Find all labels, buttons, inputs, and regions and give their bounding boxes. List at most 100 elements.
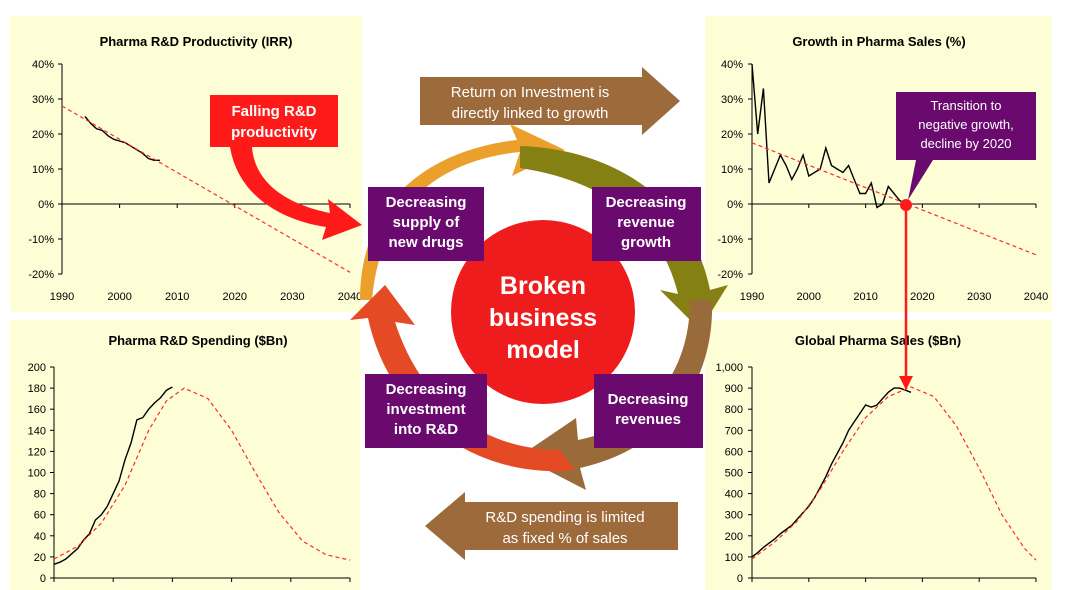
chart-sales-growth: Growth in Pharma Sales (%) 40% 30% 20% 10% 0… (705, 16, 1052, 312)
center-text-line1: Broken (500, 272, 586, 300)
box-decreasing-revenues-line1: Decreasing (608, 391, 689, 408)
y-tick-label: 80 (34, 489, 46, 501)
y-tick-label: 100 (28, 468, 46, 480)
y-tick-label: 30% (32, 94, 54, 106)
chart-global-sales-background (705, 320, 1052, 590)
y-tick-label: 30% (721, 94, 743, 106)
falling-productivity-arrow (230, 147, 362, 240)
box-decreasing-investment-line1: Decreasing (386, 381, 467, 398)
transition-connector-arrowhead (899, 376, 913, 390)
box-decreasing-investment: Decreasing investment into R&D (365, 374, 487, 448)
x-tick-label: 2040 (338, 291, 362, 303)
y-tick-label: 500 (725, 468, 743, 480)
y-tick-label: 40 (34, 531, 46, 543)
cycle-segment-revenue-growth (520, 146, 728, 330)
x-tick-label: 2000 (797, 291, 821, 303)
box-decreasing-supply: Decreasing supply of new drugs (368, 187, 484, 261)
y-tick-label: 400 (725, 489, 743, 501)
y-tick-label: 20% (721, 129, 743, 141)
y-tick-label: 700 (725, 425, 743, 437)
falling-productivity-callout: Falling R&D productivity (210, 95, 362, 240)
x-tick-label: 2020 (910, 291, 934, 303)
center-circle (451, 220, 635, 404)
rd-limit-arrow-line2: as fixed % of sales (502, 530, 627, 547)
rd-limit-arrow: R&D spending is limited as fixed % of sa… (425, 492, 678, 560)
box-decreasing-investment-line3: into R&D (394, 421, 458, 438)
y-tick-label: 160 (28, 404, 46, 416)
center-text-line3: model (506, 336, 580, 364)
y-tick-label: 1,000 (715, 362, 743, 374)
trend-line (53, 387, 351, 561)
y-tick-label: 180 (28, 383, 46, 395)
chart-sales-growth-background (705, 16, 1052, 312)
box-decreasing-supply-bg (368, 187, 484, 261)
y-tick-label: 60 (34, 510, 46, 522)
falling-productivity-box (210, 95, 338, 147)
y-tick-label: 200 (28, 362, 46, 374)
y-tick-label: 800 (725, 404, 743, 416)
transition-connector (899, 199, 913, 390)
roi-arrow: Return on Investment is directly linked … (420, 67, 680, 135)
trend-line (751, 142, 1037, 256)
trend-line (751, 386, 1037, 561)
y-tick-label: 200 (725, 531, 743, 543)
cycle-segment-revenues (520, 300, 713, 490)
chart-rd-spending: Pharma R&D Spending ($Bn) 20018016014012… (10, 320, 360, 590)
y-tick-label: 600 (725, 446, 743, 458)
y-tick-label: -10% (28, 234, 54, 246)
chart-rd-spending-background (10, 320, 360, 590)
transition-callout: Transition to negative growth, decline b… (896, 92, 1036, 200)
y-tick-label: 300 (725, 510, 743, 522)
transition-callout-line1: Transition to (930, 98, 1001, 113)
data-series-line (751, 387, 912, 558)
x-tick-label: 2030 (967, 291, 991, 303)
box-decreasing-revenue-growth-line3: growth (621, 234, 671, 251)
y-tick-label: 0 (40, 573, 46, 585)
box-decreasing-supply-line1: Decreasing (386, 194, 467, 211)
transition-callout-bubble (896, 92, 1036, 200)
y-tick-label: 900 (725, 383, 743, 395)
x-tick-label: 2010 (165, 291, 189, 303)
box-decreasing-revenue-growth-line2: revenue (617, 214, 675, 231)
y-tick-label: 40% (32, 59, 54, 71)
falling-productivity-line2: productivity (231, 124, 317, 141)
chart-global-sales: Global Pharma Sales ($Bn) 1,000 900 800 700… (705, 320, 1052, 590)
y-tick-label: 120 (28, 446, 46, 458)
roi-arrow-line2: directly linked to growth (452, 105, 609, 122)
y-tick-label: 10% (721, 164, 743, 176)
falling-productivity-line1: Falling R&D (232, 103, 317, 120)
y-tick-label: -10% (717, 234, 743, 246)
box-decreasing-investment-line2: investment (386, 401, 465, 418)
rd-limit-arrow-shape (425, 492, 678, 560)
chart-rd-productivity-background (10, 16, 362, 312)
rd-limit-arrow-line1: R&D spending is limited (485, 509, 644, 526)
chart-sales-growth-title: Growth in Pharma Sales (%) (792, 34, 965, 49)
data-series-line (53, 386, 173, 565)
y-tick-label: 140 (28, 425, 46, 437)
box-decreasing-supply-line2: supply of (393, 214, 461, 231)
y-tick-label: 40% (721, 59, 743, 71)
roi-arrow-shape (420, 67, 680, 135)
y-tick-label: 0% (727, 199, 743, 211)
transition-callout-line2: negative growth, (918, 117, 1013, 132)
x-tick-label: 2040 (1024, 291, 1048, 303)
transition-callout-line3: decline by 2020 (920, 136, 1011, 151)
chart-rd-spending-title: Pharma R&D Spending ($Bn) (108, 333, 287, 348)
box-decreasing-revenues-line2: revenues (615, 411, 681, 428)
box-decreasing-revenue-growth: Decreasing revenue growth (592, 187, 701, 261)
chart-rd-productivity: Pharma R&D Productivity (IRR) 40% 30% 20% 1… (10, 16, 362, 312)
y-tick-label: 100 (725, 552, 743, 564)
y-tick-label: 0 (737, 573, 743, 585)
cycle-diagram: Broken business model (350, 124, 728, 490)
x-tick-label: 2000 (107, 291, 131, 303)
box-decreasing-revenues-bg (594, 374, 703, 448)
y-tick-label: 20 (34, 552, 46, 564)
data-series-line (84, 116, 160, 161)
x-tick-label: 1990 (50, 291, 74, 303)
box-decreasing-investment-bg (365, 374, 487, 448)
box-decreasing-supply-line3: new drugs (388, 234, 463, 251)
box-decreasing-revenues: Decreasing revenues (594, 374, 703, 448)
chart-rd-productivity-title: Pharma R&D Productivity (IRR) (100, 34, 293, 49)
roi-arrow-line1: Return on Investment is (451, 84, 609, 101)
